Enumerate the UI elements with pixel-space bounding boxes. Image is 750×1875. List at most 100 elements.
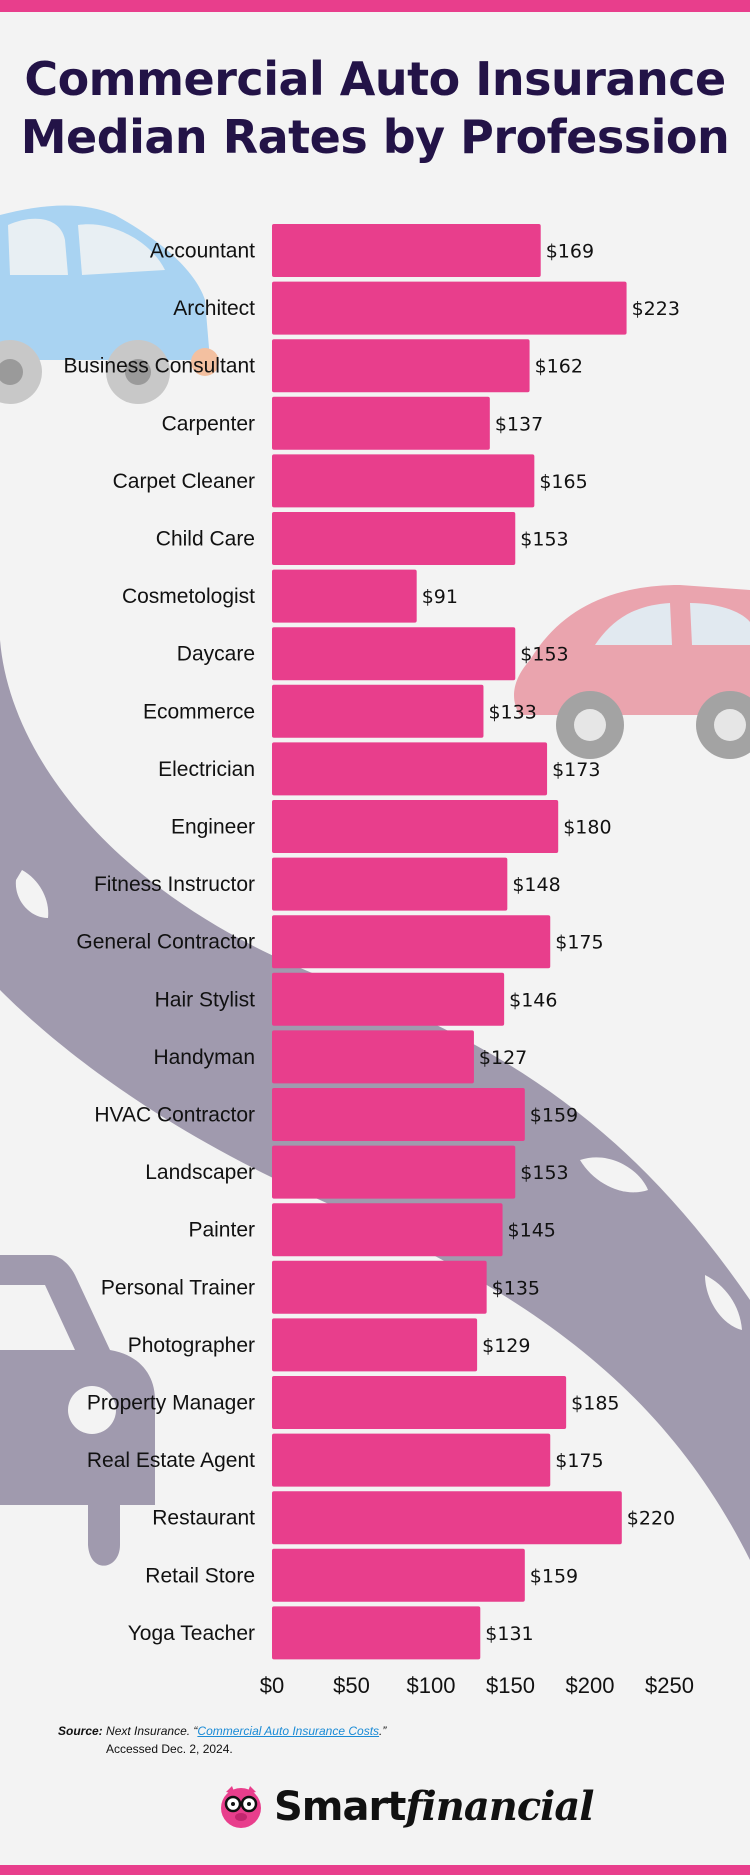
- value-label: $133: [488, 701, 536, 723]
- category-label: Electrician: [158, 758, 255, 781]
- category-label: Accountant: [150, 240, 255, 263]
- value-label: $173: [552, 759, 600, 781]
- bar: [272, 1260, 487, 1314]
- accessed-date: Accessed Dec. 2, 2024.: [106, 1742, 233, 1756]
- category-label: Retail Store: [145, 1564, 255, 1587]
- logo-part-2: financial: [405, 1782, 594, 1830]
- blue-car-icon: [0, 205, 219, 404]
- bar: [272, 1491, 622, 1545]
- x-tick-label: $150: [486, 1673, 535, 1698]
- bar: [272, 396, 490, 450]
- road-dashes: [15, 870, 742, 1330]
- bar: [272, 800, 559, 853]
- category-label: Ecommerce: [143, 700, 255, 723]
- value-label: $129: [482, 1335, 530, 1357]
- x-tick-label: $100: [407, 1673, 456, 1698]
- category-label: Daycare: [177, 643, 255, 666]
- top-accent-bar: [0, 0, 750, 12]
- bar: [272, 1606, 481, 1660]
- category-label: General Contractor: [76, 931, 255, 954]
- value-label: $146: [509, 989, 557, 1011]
- category-label: Handyman: [153, 1046, 255, 1069]
- category-label: Cosmetologist: [122, 585, 255, 608]
- pink-car-icon: [514, 585, 750, 759]
- bar: [272, 1145, 516, 1199]
- value-label: $169: [546, 241, 594, 263]
- value-label: $137: [495, 413, 543, 435]
- category-label: Restaurant: [152, 1507, 255, 1530]
- bar: [272, 627, 516, 681]
- bar: [272, 1376, 567, 1429]
- value-label: $145: [508, 1220, 556, 1242]
- bar: [272, 1548, 525, 1602]
- x-tick-label: $50: [333, 1673, 370, 1698]
- title-line-2: Median Rates by Profession: [20, 110, 730, 164]
- value-label: $180: [563, 817, 611, 839]
- title-line-1: Commercial Auto Insurance: [24, 52, 726, 106]
- bar: [272, 1203, 503, 1257]
- category-label: Personal Trainer: [101, 1276, 255, 1299]
- x-tick-label: $200: [566, 1673, 615, 1698]
- source-note: Source: Next Insurance. “Commercial Auto…: [58, 1722, 386, 1758]
- bar: [272, 857, 508, 911]
- bar: [272, 1433, 551, 1487]
- logo-wordmark: Smartfinancial: [274, 1782, 594, 1830]
- category-label: Carpet Cleaner: [113, 470, 255, 493]
- value-label: $175: [555, 1450, 603, 1472]
- bar: [272, 339, 530, 393]
- bar: [272, 742, 548, 796]
- category-label: Carpenter: [162, 412, 255, 435]
- value-label: $162: [535, 356, 583, 378]
- value-label: $165: [539, 471, 587, 493]
- category-label: HVAC Contractor: [94, 1104, 255, 1127]
- value-label: $159: [530, 1565, 578, 1587]
- category-label: Photographer: [128, 1334, 255, 1357]
- source-text-after: .”: [379, 1724, 387, 1738]
- value-label: $131: [485, 1623, 533, 1645]
- bottom-accent-bar: [0, 1865, 750, 1875]
- bar: [272, 1030, 474, 1084]
- bar: [272, 972, 505, 1026]
- bar: [272, 1088, 525, 1141]
- value-label: $135: [492, 1277, 540, 1299]
- bar: [272, 281, 627, 335]
- chart-title: Commercial Auto Insurance Median Rates b…: [0, 50, 750, 166]
- source-label: Source:: [58, 1724, 103, 1738]
- category-label: Property Manager: [87, 1392, 255, 1415]
- value-label: $159: [530, 1105, 578, 1127]
- bar: [272, 915, 551, 969]
- category-label: Fitness Instructor: [94, 873, 255, 896]
- category-label: Hair Stylist: [155, 988, 256, 1011]
- category-label: Real Estate Agent: [87, 1449, 255, 1472]
- category-label: Painter: [188, 1219, 255, 1242]
- value-label: $91: [422, 586, 458, 608]
- category-label: Yoga Teacher: [128, 1622, 255, 1645]
- category-label: Business Consultant: [64, 355, 256, 378]
- gray-car-icon: [0, 1255, 155, 1566]
- value-label: $175: [555, 932, 603, 954]
- bar: [272, 454, 535, 508]
- bar: [272, 569, 417, 623]
- value-label: $185: [571, 1393, 619, 1415]
- category-label: Architect: [173, 297, 255, 320]
- category-label: Child Care: [156, 528, 255, 551]
- value-label: $153: [520, 644, 568, 666]
- value-label: $220: [627, 1508, 675, 1530]
- bar: [272, 512, 516, 565]
- smartfinancial-logo: Smartfinancial: [218, 1778, 594, 1834]
- value-label: $223: [632, 298, 680, 320]
- value-label: $153: [520, 1162, 568, 1184]
- category-label: Engineer: [171, 816, 255, 839]
- x-tick-label: $0: [260, 1673, 284, 1698]
- value-label: $148: [512, 874, 560, 896]
- source-text: Next Insurance. “: [106, 1724, 198, 1738]
- piggy-bank-with-glasses-icon: [221, 1786, 261, 1828]
- value-label: $127: [479, 1047, 527, 1069]
- bar: [272, 684, 484, 738]
- logo-part-1: Smart: [274, 1783, 406, 1830]
- source-link[interactable]: Commercial Auto Insurance Costs: [197, 1724, 380, 1738]
- bar: [272, 224, 541, 277]
- bar: [272, 1318, 478, 1372]
- category-label: Landscaper: [145, 1161, 255, 1184]
